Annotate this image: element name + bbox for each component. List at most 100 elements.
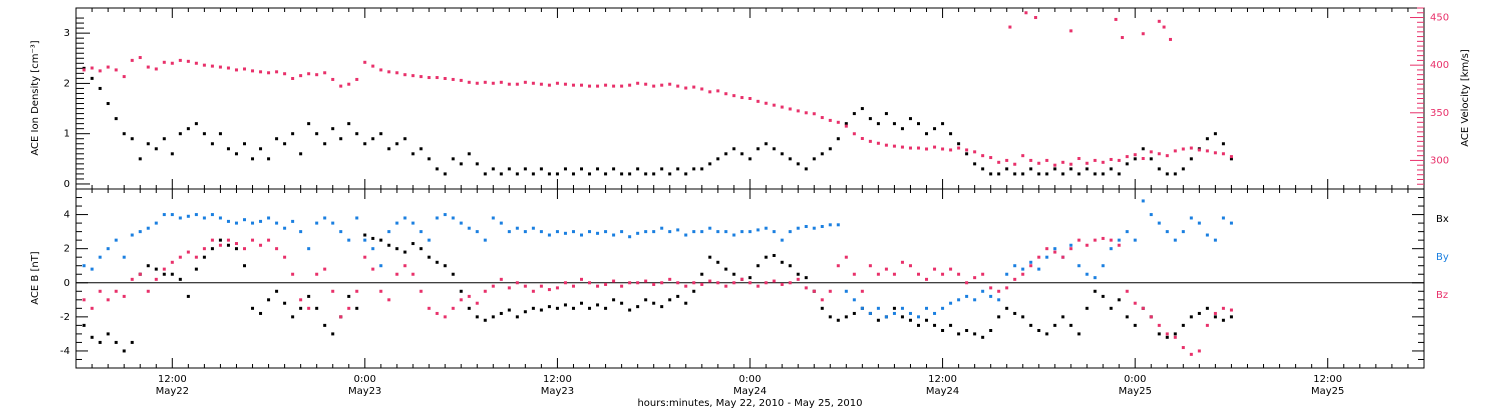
bx-point — [243, 264, 246, 268]
velocity-point — [202, 63, 206, 67]
bx-point — [1181, 323, 1185, 327]
bz-point — [82, 298, 86, 302]
bx-point — [1157, 332, 1161, 336]
by-point — [965, 294, 969, 298]
density-point — [507, 167, 511, 171]
density-point — [652, 172, 656, 176]
by-point — [917, 315, 920, 319]
bx-point — [588, 306, 592, 310]
density-point — [539, 167, 543, 171]
bx-point — [122, 349, 126, 353]
bz-point — [1093, 238, 1097, 242]
by-point — [146, 226, 150, 230]
velocity-point — [259, 70, 263, 74]
density-point — [315, 132, 319, 136]
velocity-point — [1162, 25, 1166, 29]
bx-point — [459, 289, 463, 293]
bz-point — [379, 289, 383, 293]
density-point — [218, 132, 222, 136]
density-point — [844, 122, 848, 126]
bx-point — [925, 318, 929, 322]
density-point — [949, 132, 953, 136]
bx-point — [844, 315, 848, 319]
bx-point — [170, 272, 174, 276]
by-point — [363, 238, 367, 242]
bz-point — [1229, 308, 1233, 312]
bx-point — [876, 318, 880, 322]
bx-point — [515, 315, 519, 319]
bz-point — [507, 286, 511, 290]
by-point — [459, 221, 463, 225]
velocity-point — [331, 77, 335, 81]
density-point — [243, 142, 246, 146]
density-point — [580, 167, 583, 171]
velocity-point — [531, 81, 535, 85]
velocity-point — [563, 82, 567, 86]
by-point — [804, 225, 808, 229]
bx-point — [275, 289, 279, 293]
top-panel-points — [82, 11, 1233, 176]
velocity-point — [596, 84, 600, 88]
bz-point — [539, 284, 543, 288]
velocity-axis: 300 350 400 450 — [1410, 7, 1449, 185]
bx-point — [917, 323, 920, 327]
bx-point — [371, 236, 375, 240]
by-point — [1117, 238, 1121, 242]
by-point — [467, 226, 471, 230]
by-point — [571, 230, 575, 234]
by-point — [788, 230, 792, 234]
bz-point — [243, 247, 246, 251]
density-point — [299, 152, 303, 156]
density-point — [443, 172, 447, 176]
bx-point — [820, 306, 824, 310]
density-point — [347, 122, 351, 126]
bz-point — [780, 282, 784, 286]
by-point — [596, 231, 600, 235]
velocity-point — [194, 61, 198, 65]
velocity-point — [106, 65, 110, 69]
density-point — [555, 172, 559, 176]
by-point — [275, 221, 279, 225]
velocity-point — [1085, 161, 1089, 165]
velocity-point — [852, 132, 856, 136]
bz-point — [1133, 301, 1137, 305]
bx-point — [499, 311, 503, 315]
bz-point — [475, 301, 479, 305]
density-point — [1061, 172, 1065, 176]
velocity-point — [1221, 152, 1225, 156]
by-point — [892, 311, 896, 315]
bx-point — [491, 315, 495, 319]
bx-point — [900, 315, 904, 319]
density-point — [146, 142, 150, 146]
density-point — [892, 122, 896, 126]
velocity-point — [146, 65, 150, 69]
legend-bx: Bx — [1436, 214, 1449, 225]
density-point — [989, 172, 993, 176]
bx-point — [315, 306, 319, 310]
bz-point — [1213, 311, 1217, 315]
velocity-point — [917, 146, 920, 150]
velocity-point — [636, 81, 640, 85]
density-point — [1101, 172, 1105, 176]
density-point — [331, 127, 335, 131]
velocity-point — [1141, 157, 1145, 161]
velocity-point — [644, 82, 648, 86]
by-point — [1029, 260, 1033, 264]
bz-point — [202, 247, 206, 251]
by-point — [267, 216, 271, 220]
bz-point — [114, 289, 118, 293]
bz-point — [523, 284, 527, 288]
bx-point — [1085, 306, 1089, 310]
density-point — [748, 157, 752, 161]
bx-point — [106, 332, 110, 336]
density-point — [668, 172, 672, 176]
bx-point — [347, 294, 351, 298]
density-point — [251, 157, 255, 161]
velocity-point — [555, 81, 559, 85]
by-point — [379, 264, 383, 268]
bx-point — [1005, 306, 1009, 310]
density-point — [973, 162, 977, 166]
by-point — [291, 219, 295, 223]
legend-bz: Bz — [1436, 290, 1448, 301]
velocity-point — [708, 90, 712, 94]
